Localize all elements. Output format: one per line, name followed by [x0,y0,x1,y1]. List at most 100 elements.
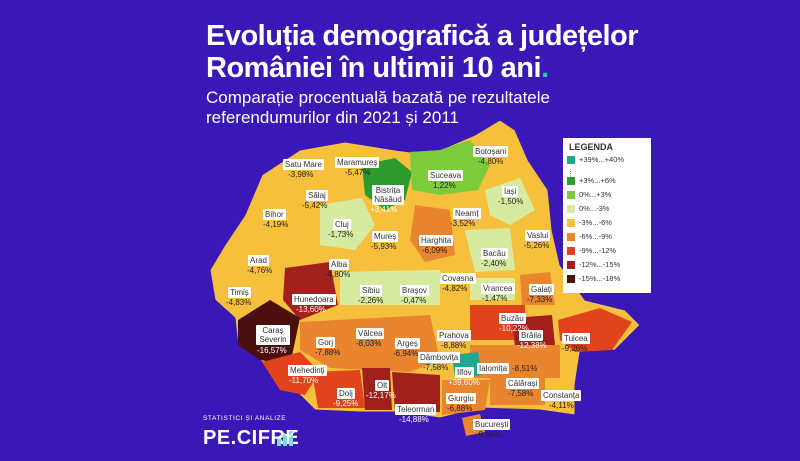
county-shape-oltenia-south [300,315,440,372]
county-value-vaslui: -5,26% [524,241,550,250]
county-label-braila: Brăila [519,330,544,341]
county-label-vrancea: Vrancea [481,283,515,294]
county-value-suceava: 1,22% [433,181,456,190]
county-label-dambovita: Dâmbovița [418,352,461,363]
legend-item: 0%...+3% [567,190,611,200]
legend-label: +3%...+6% [579,176,616,185]
county-label-covasna: Covasna [440,273,476,284]
county-label-bucuresti: București [473,419,511,430]
county-value-satu-mare: -3,98% [288,170,314,179]
county-label-mehedinti: Mehedinți [288,365,327,376]
county-label-vaslui: Vaslui [525,230,551,241]
legend-label: 0%...-3% [579,204,610,213]
county-label-ialomita: Ialomița [477,363,510,374]
county-value-valcea: -8,03% [356,339,382,348]
county-label-sibiu: Sibiu [360,285,382,296]
county-value-gorj: -7,88% [315,348,341,357]
legend-swatch [567,261,575,270]
county-value-bihor: -4,19% [263,220,289,229]
county-shape-teleorman [392,372,440,412]
legend-label: 0%...+3% [579,190,612,199]
county-value-ilfov: +39,60% [448,378,480,387]
title-line-1: Evoluția demografică a județelor [206,20,639,52]
county-value-bacau: -2,40% [481,259,507,268]
county-value-ialomita: -8,51% [512,364,538,373]
county-value-mures: -5,93% [371,242,397,251]
page-title: Evoluția demografică a județelor României… [206,20,639,84]
brand-tagline: STATISTICI ȘI ANALIZE [203,415,287,422]
county-label-hunedoara: Hunedoara [292,294,336,305]
county-value-neamt: -3,52% [450,219,476,228]
county-value-dolj: -9,25% [333,399,359,408]
county-label-suceava: Suceava [428,170,464,181]
county-value-constanta: -4,11% [549,401,574,410]
county-value-sibiu: -2,26% [358,296,384,305]
county-value-brasov: -0,47% [401,296,427,305]
county-value-harghita: -6,09% [422,246,448,255]
county-label-satu-mare: Satu Mare [283,159,324,170]
county-label-calarasi: Călărași [506,378,540,389]
county-label-bistrita: Bistrița Năsăud [372,185,404,205]
legend-item: -6%...-9% [567,232,612,242]
county-label-tulcea: Tulcea [562,333,590,344]
county-label-timis: Timiș [228,287,251,298]
legend-item: -3%...-6% [567,218,612,228]
legend-swatch [567,233,575,242]
legend-label: -3%...-6% [579,218,612,227]
county-value-bucuresti: -8,84% [476,430,502,439]
bar-chart-icon [276,429,297,446]
county-label-gorj: Gorj [316,337,336,348]
legend-swatch [567,156,575,165]
county-label-olt: Olt [375,380,390,391]
county-value-dambovita: -7,58% [423,363,449,372]
legend-item: 0%...-3% [567,204,609,214]
county-value-hunedoara: -13,60% [296,305,326,314]
county-value-salaj: -5,42% [302,201,328,210]
county-value-galati: -7,33% [527,295,553,304]
legend-item: -15%...-18% [567,274,620,284]
legend-item: +39%...+40% [567,155,624,165]
county-value-iasi: -1,50% [498,197,524,206]
county-value-caras: -16,57% [257,346,287,355]
county-label-giurgiu: Giurgiu [446,393,476,404]
county-label-alba: Alba [329,259,350,270]
county-label-cluj: Cluj [333,219,351,230]
legend-ellipsis: ⋮ [567,171,574,178]
county-label-bacau: Bacău [481,248,508,259]
legend-item: -12%...-15% [567,260,620,270]
county-value-braila: -12,38% [517,341,547,350]
county-label-salaj: Sălaj [306,190,328,201]
county-label-maramures: Maramureș [335,157,380,168]
county-value-arad: -4,76% [247,266,273,275]
county-label-arad: Arad [248,255,269,266]
county-label-buzau: Buzău [499,313,526,324]
county-label-prahova: Prahova [437,330,471,341]
county-label-ilfov: Ilfov [455,367,474,378]
legend-swatch [567,275,575,284]
county-label-caras: Caraș Severin [256,325,290,345]
county-shape-suceava [410,140,490,195]
county-shape-iasi [485,178,535,225]
legend-label: -9%...-12% [579,246,617,255]
legend-swatch [567,177,575,186]
county-label-harghita: Harghita [419,235,454,246]
legend-item: +3%...+6% [567,176,616,186]
county-value-giurgiu: -6,88% [447,404,473,413]
legend-label: +39%...+40% [579,155,625,164]
legend-swatch [567,205,575,214]
county-value-vrancea: -1,47% [482,294,508,303]
county-label-galati: Galați [529,284,554,295]
legend-label: -12%...-15% [579,260,621,269]
county-label-valcea: Vâlcea [356,328,385,339]
county-value-prahova: -8,88% [441,341,467,350]
county-value-tulcea: -9,26% [562,344,588,353]
county-value-covasna: -4,82% [442,284,468,293]
county-label-brasov: Brașov [400,285,429,296]
legend-title: LEGENDA [569,142,614,152]
county-value-arges: -6,94% [393,349,419,358]
page-subtitle: Comparație procentuală bazată pe rezulta… [206,88,550,127]
county-value-timis: -4,83% [226,298,252,307]
county-label-iasi: Iași [502,186,519,197]
